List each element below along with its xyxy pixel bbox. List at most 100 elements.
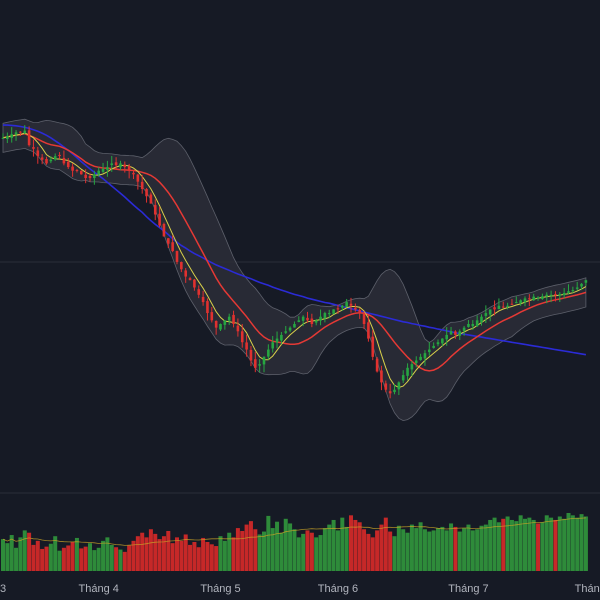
candle [32, 139, 35, 157]
volume-bar [88, 543, 92, 571]
volume-bar [496, 522, 501, 571]
volume-bar [509, 519, 514, 571]
candle-body [184, 270, 187, 277]
candle-body [49, 159, 53, 162]
candle-body [306, 317, 309, 321]
candle-body [258, 364, 261, 366]
candle [158, 206, 161, 228]
candle-body [423, 353, 427, 359]
candle-body [210, 312, 214, 321]
volume-bar [457, 531, 462, 571]
x-axis-label: Tháng [575, 583, 600, 595]
volume-bar [492, 517, 497, 571]
volume-bar [135, 536, 140, 571]
volume-bar [257, 534, 262, 571]
candle [288, 326, 292, 333]
candle [506, 302, 509, 310]
candle-body [515, 302, 518, 304]
volume-bar [322, 528, 327, 571]
volume-bar [414, 528, 419, 571]
volume-bar [235, 528, 240, 571]
candle [188, 276, 192, 281]
candle [219, 323, 222, 331]
volume-bar [9, 535, 14, 571]
volume-bar [544, 515, 549, 571]
candle [101, 162, 105, 173]
volume-bar [327, 524, 332, 571]
volume-bar [314, 537, 319, 571]
candle [119, 160, 122, 171]
candle-body [567, 291, 570, 294]
volume-bar [470, 530, 475, 571]
candle [167, 238, 170, 249]
volume-bar [118, 549, 123, 571]
volume-bar [79, 548, 84, 571]
candle-body [66, 161, 70, 168]
volume-bar [462, 528, 467, 571]
candle-body [493, 307, 496, 310]
candle [271, 335, 274, 353]
candle-body [523, 298, 527, 303]
candle-body [214, 320, 218, 328]
volume-bar [331, 519, 336, 571]
volume-bar [292, 529, 297, 571]
candle [406, 363, 409, 381]
volume-bar [48, 543, 53, 571]
volume-bar [14, 547, 19, 571]
candle [80, 170, 83, 175]
candle-body [132, 172, 135, 175]
candle [332, 309, 335, 315]
x-axis-label: Tháng 6 [318, 583, 358, 595]
volume-bar [131, 540, 136, 571]
candle-body [384, 383, 388, 390]
candle-body [40, 157, 44, 160]
x-axis-label: 3 [0, 583, 6, 595]
candle [227, 313, 231, 325]
volume-bar [370, 537, 375, 571]
candle [193, 278, 196, 291]
candle-body [497, 305, 501, 310]
candle-body [162, 224, 166, 237]
candle-body [554, 294, 557, 296]
candle [23, 125, 27, 135]
candle-body [428, 349, 431, 353]
volume-bar [453, 526, 458, 571]
candle-body [14, 132, 18, 135]
volume-bar [583, 516, 588, 571]
candle [532, 293, 535, 301]
candle-body [127, 166, 131, 171]
candle [123, 161, 127, 173]
volume-bar [179, 540, 184, 571]
volume-bar [422, 529, 427, 571]
bollinger-band-area [2, 118, 587, 422]
candle-body [1, 137, 5, 139]
candle [515, 296, 518, 304]
candle-body [436, 342, 440, 345]
candle [449, 326, 453, 335]
candle [388, 383, 392, 399]
candle [528, 294, 531, 307]
volume-bar [148, 529, 153, 571]
candle-body [188, 278, 192, 281]
candle-body [401, 375, 405, 381]
candle-body [93, 174, 96, 179]
candle [419, 353, 422, 361]
candle-body [27, 130, 31, 146]
volume-bar [44, 546, 49, 571]
volume-bar [57, 550, 62, 571]
volume-bar [501, 518, 506, 571]
candle [153, 199, 157, 221]
volume-bar [383, 517, 388, 571]
candle [240, 324, 244, 348]
x-axis: 3 Tháng 4 Tháng 5 Tháng 6 Tháng 7 Tháng [0, 583, 600, 595]
candle-body [223, 320, 227, 325]
volume-bar [444, 530, 449, 571]
volume-bar [5, 543, 10, 571]
bollinger-band [2, 118, 587, 422]
candle-body [284, 331, 288, 333]
volume-bar [61, 547, 66, 571]
candle-body [136, 174, 140, 182]
candle [380, 365, 383, 391]
